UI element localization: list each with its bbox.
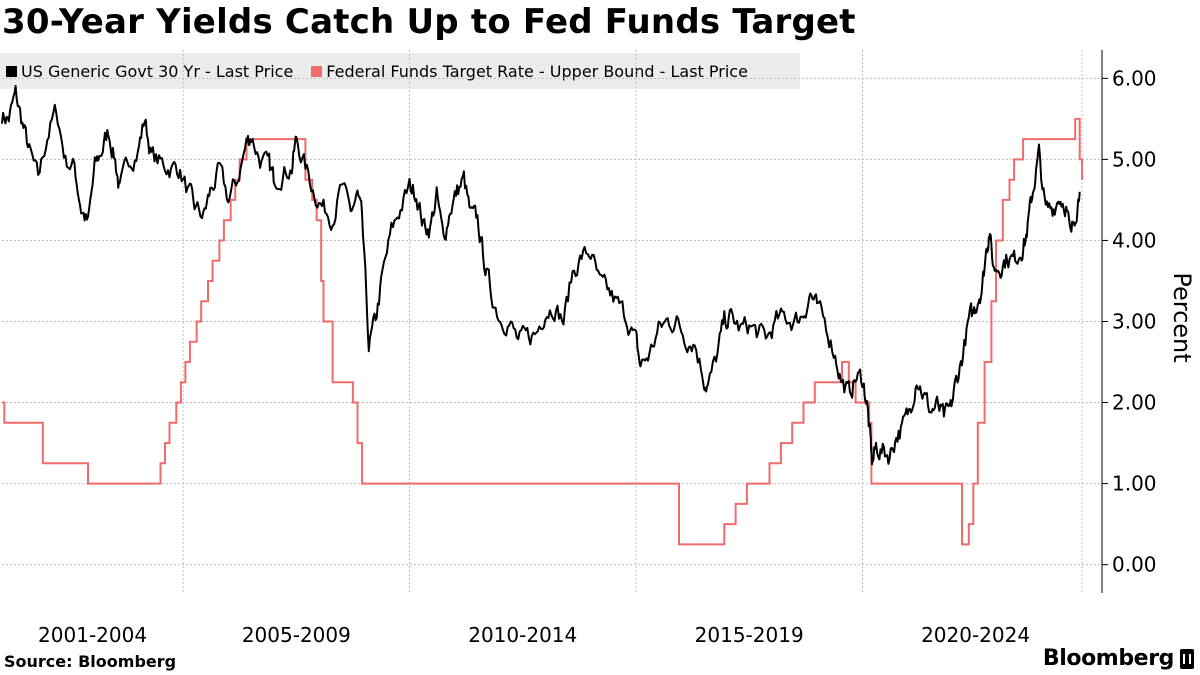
legend-label-fed-funds: Federal Funds Target Rate - Upper Bound …	[326, 61, 748, 81]
legend-label-treasury-30yr: US Generic Govt 30 Yr - Last Price	[21, 61, 294, 81]
series-lines	[1, 84, 1083, 546]
legend-item-fed-funds[interactable]: Federal Funds Target Rate - Upper Bound …	[311, 62, 748, 81]
x-period-label-1: 2005-2009	[242, 623, 351, 647]
source-note: Source: Bloomberg	[4, 652, 177, 671]
x-period-label-3: 2015-2019	[695, 623, 804, 647]
brand-wordmark: Bloomberg	[1042, 646, 1175, 671]
legend: US Generic Govt 30 Yr - Last Price Feder…	[0, 53, 800, 89]
bloomberg-terminal-icon	[1180, 648, 1194, 669]
legend-swatch-fed-funds	[311, 65, 323, 77]
y-tick-label-6: 6.00	[1112, 66, 1157, 90]
period-separators	[182, 50, 1083, 593]
y-tick-label-3: 3.00	[1112, 310, 1157, 334]
y-tick-label-2: 2.00	[1112, 391, 1157, 415]
y-tick-label-0: 0.00	[1112, 553, 1157, 577]
y-axis-title: Percent	[1168, 272, 1196, 362]
chart-title: 30-Year Yields Catch Up to Fed Funds Tar…	[2, 2, 856, 42]
y-tick-label-5: 5.00	[1112, 147, 1157, 171]
series-line-treasury-30yr	[1, 84, 1081, 466]
y-tick-label-4: 4.00	[1112, 228, 1157, 252]
y-axis: 0.00 1.00 2.00 3.00 4.00 5.00 6.00	[1101, 50, 1157, 593]
x-period-label-2: 2010-2014	[468, 623, 577, 647]
y-tick-label-1: 1.00	[1112, 472, 1157, 496]
gridlines	[2, 77, 1102, 566]
x-period-label-4: 2020-2024	[921, 623, 1030, 647]
x-axis-labels: 2001-2004 2005-2009 2010-2014 2015-2019 2020…	[38, 623, 1030, 647]
x-period-label-0: 2001-2004	[38, 623, 147, 647]
series-line-fed-funds	[2, 117, 1083, 546]
brand-logo: Bloomberg	[1043, 646, 1194, 671]
legend-swatch-treasury-30yr	[6, 65, 17, 77]
legend-item-treasury-30yr[interactable]: US Generic Govt 30 Yr - Last Price	[6, 62, 293, 81]
